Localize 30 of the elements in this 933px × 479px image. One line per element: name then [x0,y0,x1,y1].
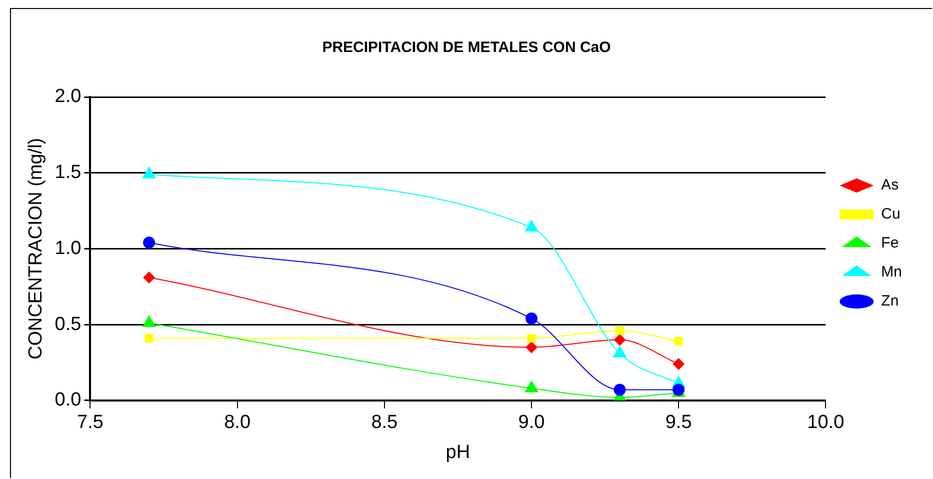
point [143,272,156,284]
legend-label: Zn [881,292,899,310]
point [614,384,626,396]
legend-label: Mn [881,264,902,281]
point [144,334,154,342]
point [614,334,626,346]
x-axis-title: pH [446,442,470,463]
y-tick-label: 1.5 [54,162,82,184]
point [525,312,538,324]
x-tick-label: 8.0 [224,412,251,434]
point [674,336,683,346]
legend-label: Fe [881,234,899,252]
chart-title: PRECIPITACION DE METALES CON CaO [322,39,612,56]
x-tick-label: 9.0 [518,412,545,434]
point [672,358,685,370]
y-tick-label: 0.0 [54,390,82,411]
legend-label: Cu [881,206,900,223]
point [527,334,536,342]
legend-label: As [881,176,899,194]
x-tick-label: 9.5 [665,412,692,434]
x-tick-label: 7.5 [77,412,104,434]
point [525,341,538,354]
y-tick-label: 2.0 [54,86,82,108]
x-tick-label: 8.5 [371,412,398,434]
y-tick-label: 1.0 [54,238,82,259]
y-axis-title: CONCENTRACION (mg/l) [26,138,47,360]
x-tick-label: 10.0 [807,412,844,434]
y-tick-label: 0.5 [54,314,82,335]
point [615,326,624,335]
point [143,236,156,249]
